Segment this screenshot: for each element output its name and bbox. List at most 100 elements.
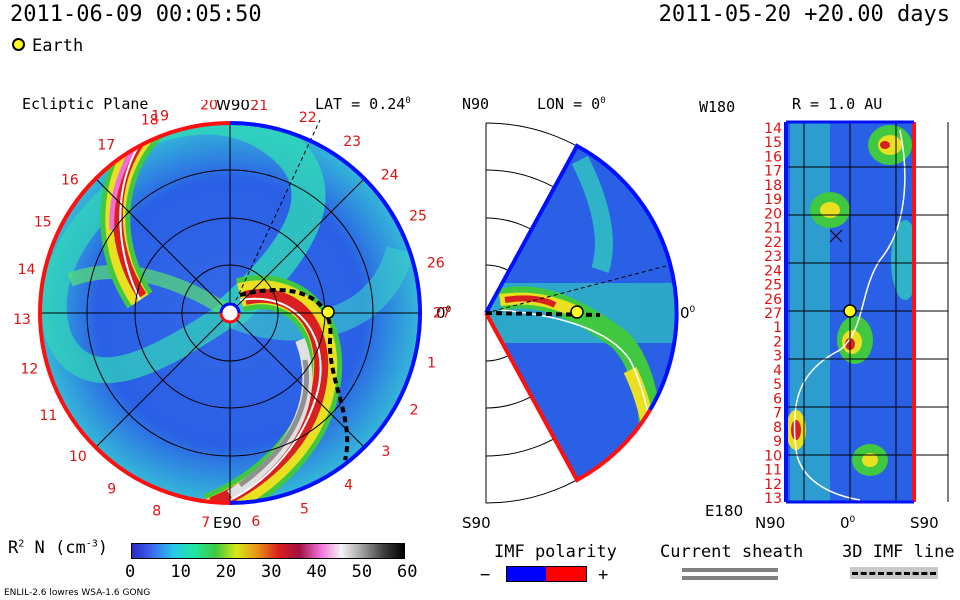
ecliptic-rotation-label: 3 bbox=[381, 444, 390, 460]
radial-rotation-label: 19 bbox=[764, 192, 782, 208]
radial-rotation-label: 5 bbox=[773, 377, 782, 393]
radial-rotation-label: 18 bbox=[764, 178, 782, 194]
radial-rotation-label: 14 bbox=[764, 121, 782, 137]
ecliptic-rotation-label: 2 bbox=[410, 402, 419, 418]
meridional-lon: LON = 00 bbox=[537, 95, 606, 113]
imf-line-label: 3D IMF line bbox=[842, 542, 955, 562]
model-info: ENLIL-2.6 lowres WSA-1.6 GONG bbox=[4, 588, 151, 598]
ecliptic-rotation-label: 19 bbox=[151, 109, 169, 125]
imf-polarity-label: IMF polarity bbox=[494, 542, 617, 562]
ecliptic-rotation-label: 22 bbox=[299, 110, 317, 126]
colorbar-tick-label: 0 bbox=[125, 562, 136, 582]
ecliptic-rotation-label: 10 bbox=[69, 449, 87, 465]
ecliptic-rotation-label: 18 bbox=[141, 113, 159, 129]
radial-rotation-label: 6 bbox=[773, 391, 782, 407]
radial-rotation-label: 13 bbox=[764, 491, 782, 507]
ecliptic-0: 00 bbox=[436, 304, 452, 322]
ecliptic-rotation-label: 27 bbox=[433, 305, 451, 321]
colorbar-tick-label: 40 bbox=[306, 562, 327, 582]
earth-legend-label: Earth bbox=[32, 36, 84, 56]
reference-time: 2011-05-20 +20.00 days bbox=[658, 2, 950, 27]
ecliptic-e90: E90 bbox=[213, 514, 242, 530]
radial-rotation-label: 21 bbox=[764, 221, 782, 237]
radial-rotation-label: 17 bbox=[764, 164, 782, 180]
ecliptic-rotation-label: 23 bbox=[343, 134, 361, 150]
ecliptic-rotation-label: 5 bbox=[300, 501, 309, 517]
current-sheath-label: Current sheath bbox=[660, 542, 804, 562]
colorbar-label: R2 N (cm-3) bbox=[8, 538, 108, 558]
ecliptic-lat: LAT = 0.240 bbox=[315, 95, 411, 113]
earth-marker-ecliptic bbox=[321, 305, 335, 319]
radial-n90: N90 bbox=[755, 514, 785, 530]
timestamp: 2011-06-09 00:05:50 bbox=[10, 2, 262, 27]
earth-legend-icon bbox=[12, 38, 25, 51]
radial-rotation-label: 27 bbox=[764, 306, 782, 322]
ecliptic-rotation-label: 1 bbox=[427, 355, 436, 371]
current-sheath-swatch-2 bbox=[682, 576, 778, 580]
ecliptic-rotation-label: 15 bbox=[34, 215, 52, 231]
radial-title: R = 1.0 AU bbox=[792, 95, 883, 113]
radial-rotation-label: 1 bbox=[773, 320, 782, 336]
ecliptic-rotation-label: 11 bbox=[40, 408, 58, 424]
imf-negative-swatch bbox=[506, 566, 547, 582]
radial-plot: 1415161718192021222324252627123456789101… bbox=[705, 120, 949, 530]
colorbar-tick-label: 30 bbox=[261, 562, 282, 582]
imf-line-swatch bbox=[852, 572, 936, 575]
imf-plus: + bbox=[598, 565, 609, 585]
radial-e180: E180 bbox=[705, 502, 743, 520]
meridional-n90: N90 bbox=[462, 95, 490, 113]
ecliptic-rotation-label: 12 bbox=[21, 362, 39, 378]
ecliptic-rotation-label: 9 bbox=[107, 481, 116, 497]
radial-rotation-label: 26 bbox=[764, 292, 782, 308]
imf-positive-swatch bbox=[546, 566, 587, 582]
radial-rotation-label: 15 bbox=[764, 135, 782, 151]
earth-marker-radial bbox=[843, 304, 857, 318]
radial-rotation-label: 8 bbox=[773, 420, 782, 436]
ecliptic-rotation-label: 8 bbox=[152, 504, 161, 520]
radial-rotation-label: 9 bbox=[773, 434, 782, 450]
imf-minus: − bbox=[480, 565, 491, 585]
ecliptic-rotation-label: 13 bbox=[13, 312, 31, 328]
radial-rotation-label: 16 bbox=[764, 150, 782, 166]
radial-rotation-label: 4 bbox=[773, 363, 782, 379]
colorbar-tick-label: 20 bbox=[215, 562, 237, 582]
ecliptic-rotation-label: 14 bbox=[18, 262, 36, 278]
radial-rotation-label: 22 bbox=[764, 235, 782, 251]
ecliptic-rotation-label: 7 bbox=[201, 515, 210, 530]
radial-rotation-label: 23 bbox=[764, 249, 782, 265]
ecliptic-rotation-label: 24 bbox=[381, 167, 399, 183]
colorbar-tick-label: 60 bbox=[397, 562, 418, 582]
radial-rotation-label: 2 bbox=[773, 335, 782, 351]
meridional-0: 00 bbox=[680, 304, 696, 322]
ecliptic-rotation-label: 20 bbox=[200, 100, 218, 113]
ecliptic-rotation-label: 4 bbox=[344, 478, 353, 494]
radial-rotation-label: 3 bbox=[773, 349, 782, 365]
meridional-plot: 00 S90 bbox=[462, 122, 696, 530]
earth-marker-meridional bbox=[570, 305, 584, 319]
radial-rotation-label: 24 bbox=[764, 263, 782, 279]
meridional-s90: S90 bbox=[462, 514, 491, 530]
colorbar-tick-label: 10 bbox=[170, 562, 191, 582]
radial-s90: S90 bbox=[910, 514, 939, 530]
ecliptic-rotation-label: 25 bbox=[409, 209, 427, 225]
ecliptic-rotation-label: 16 bbox=[61, 172, 79, 188]
ecliptic-rotation-label: 6 bbox=[251, 514, 260, 530]
radial-rotation-label: 11 bbox=[764, 463, 782, 479]
radial-rotation-label: 25 bbox=[764, 278, 782, 294]
current-sheath-swatch bbox=[682, 568, 778, 572]
radial-rotation-label: 10 bbox=[764, 448, 782, 464]
colorbar-tick-label: 50 bbox=[351, 562, 373, 582]
colorbar-ticks: 0 10 20 30 40 50 60 bbox=[125, 560, 417, 582]
radial-0: 00 bbox=[840, 514, 856, 530]
ecliptic-rotation-label: 17 bbox=[97, 138, 115, 154]
ecliptic-rotation-label: 21 bbox=[250, 100, 268, 114]
ecliptic-rotation-label: 26 bbox=[427, 256, 445, 272]
radial-rotation-label: 20 bbox=[764, 206, 782, 222]
colorbar bbox=[131, 543, 405, 559]
radial-w180: W180 bbox=[699, 98, 736, 116]
ecliptic-title: Ecliptic Plane bbox=[22, 95, 149, 113]
ecliptic-w90: W90 bbox=[216, 100, 250, 114]
radial-rotation-label: 12 bbox=[764, 477, 782, 493]
radial-rotation-label: 7 bbox=[773, 406, 782, 422]
